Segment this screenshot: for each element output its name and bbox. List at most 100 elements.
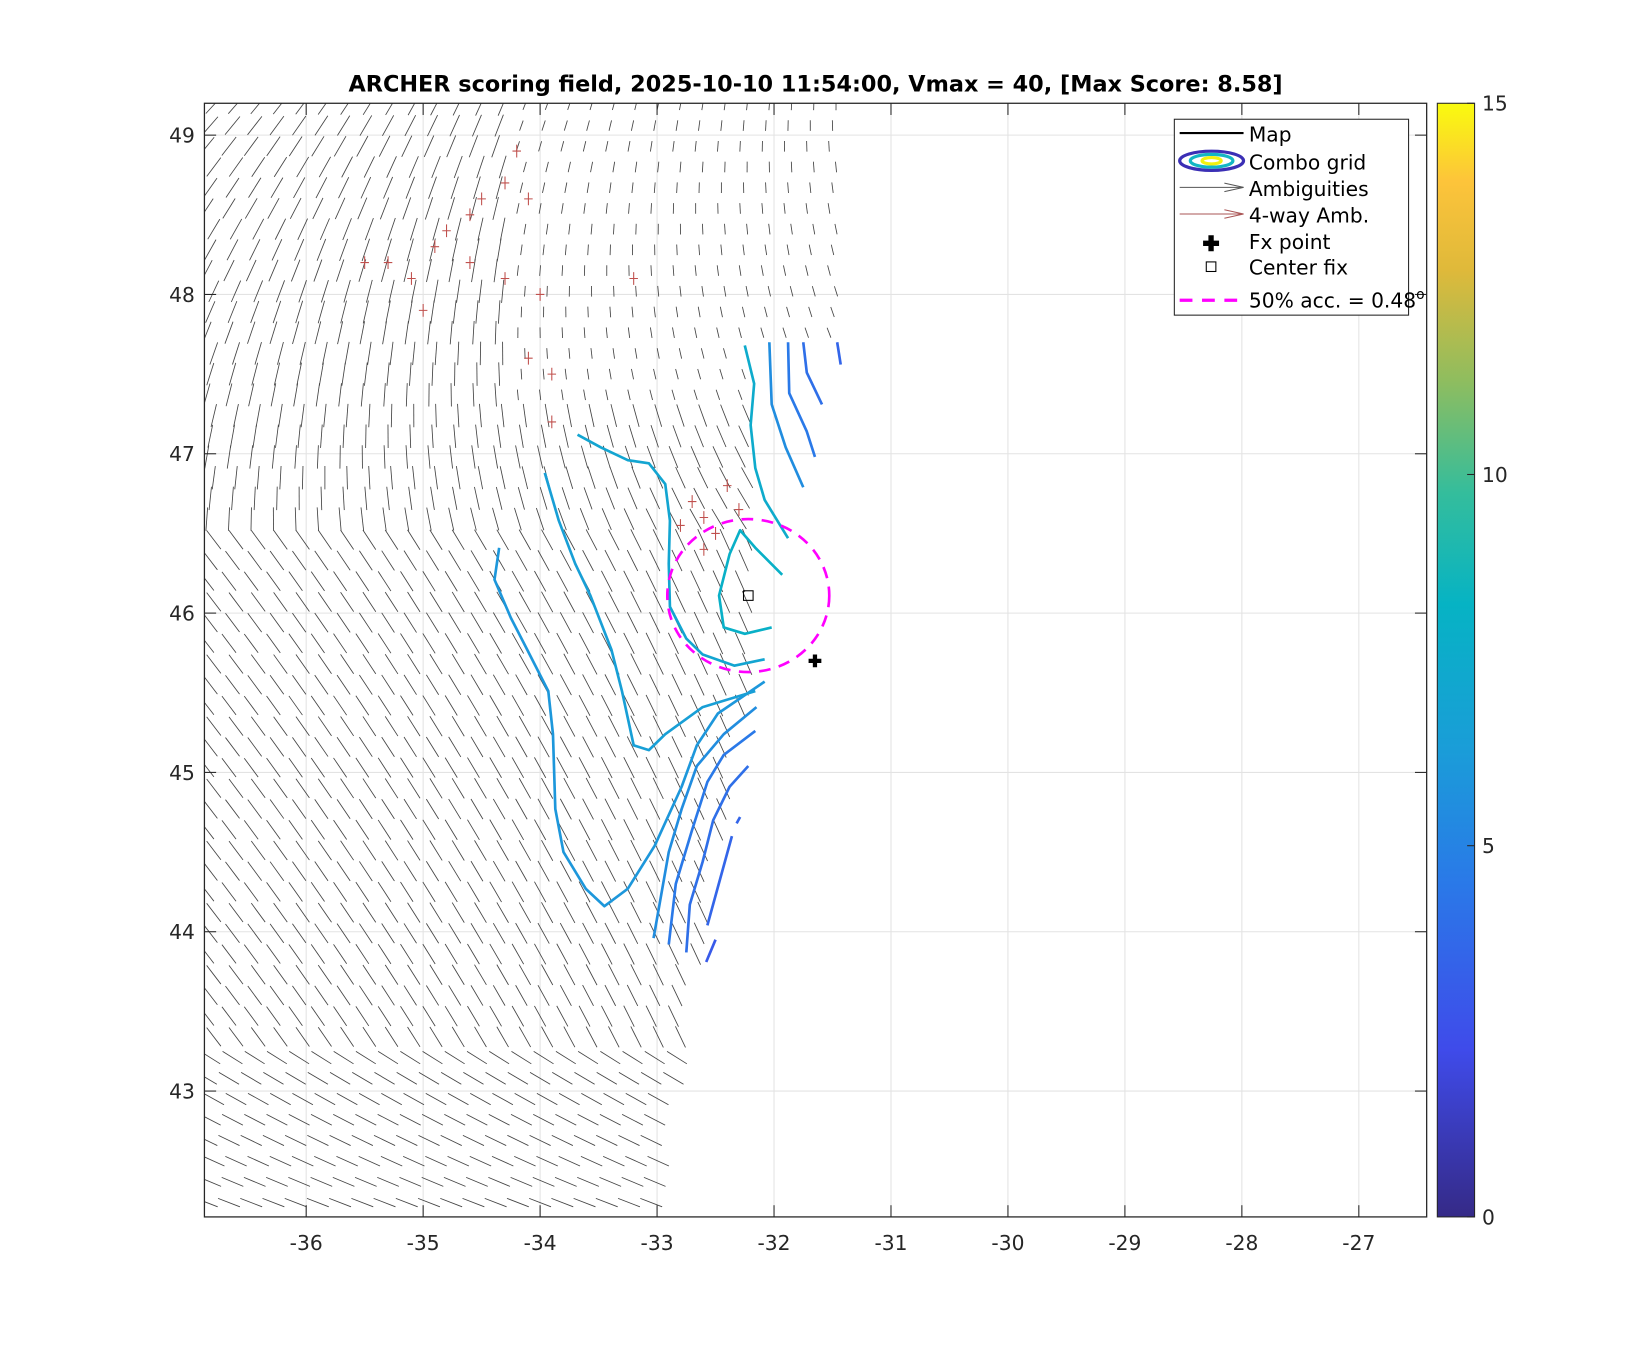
ambiguity-arrow xyxy=(652,964,664,986)
ambiguity-arrow xyxy=(296,362,302,386)
ambiguity-arrow xyxy=(555,1113,577,1126)
ambiguity-arrow xyxy=(227,300,238,324)
ambiguity-arrow xyxy=(765,120,767,131)
ambiguity-arrow xyxy=(585,839,598,862)
ambiguity-arrow xyxy=(600,1051,621,1065)
ambiguity-arrow xyxy=(204,738,218,757)
ambiguity-arrow xyxy=(249,445,254,469)
ambiguity-arrow xyxy=(310,757,325,778)
ambiguity-arrow xyxy=(601,819,613,841)
ambiguity-arrow xyxy=(247,321,256,344)
ambiguity-arrow xyxy=(626,736,639,758)
ambiguity-arrow xyxy=(383,445,386,469)
ambiguity-arrow xyxy=(429,653,443,675)
ambiguity-arrow xyxy=(400,695,414,716)
ambiguity-arrow xyxy=(373,1197,396,1208)
ambiguity-arrow xyxy=(515,550,528,571)
ambiguity-arrow xyxy=(551,1197,574,1208)
ambiguity-arrow xyxy=(474,902,487,923)
ambiguity-arrow xyxy=(292,861,307,882)
ambiguity-arrow xyxy=(586,120,590,131)
ambiguity-arrow xyxy=(630,839,642,862)
ambiguity-arrow xyxy=(228,654,244,674)
ambiguity-arrow xyxy=(295,778,310,799)
ambiguity-arrow xyxy=(738,673,749,696)
ambiguity-arrow xyxy=(541,777,554,799)
ambiguity-arrow xyxy=(340,964,355,985)
ambiguity-arrow xyxy=(689,508,702,530)
ambiguity-arrow xyxy=(582,798,594,820)
ambiguity-arrow xyxy=(496,715,509,737)
ambiguity-arrow xyxy=(310,819,325,840)
ambiguity-arrow xyxy=(786,306,790,318)
ambiguity-arrow xyxy=(359,861,373,882)
ambiguity-arrow xyxy=(270,383,277,407)
ambiguity-arrow xyxy=(381,1092,403,1106)
ambiguity-arrow xyxy=(738,265,742,276)
ambiguity-arrow xyxy=(204,177,218,197)
ambiguity-arrow xyxy=(601,694,613,717)
ambiguity-arrow xyxy=(295,964,310,985)
ambiguity-arrow xyxy=(440,1197,463,1208)
axes-box xyxy=(203,102,1428,1218)
ambiguity-arrow xyxy=(537,922,550,944)
ambiguity-arrow xyxy=(627,327,631,339)
ambiguity-arrow xyxy=(697,591,708,613)
ambiguity-arrow xyxy=(561,389,564,401)
ambiguity-arrow xyxy=(377,819,392,840)
colorbar-tick-label: 5 xyxy=(1482,834,1495,858)
ambiguity-arrow xyxy=(204,826,215,840)
ambiguity-arrow xyxy=(355,944,370,965)
ambiguity-arrow xyxy=(609,182,612,194)
4way-ambiguity-marker xyxy=(547,367,557,381)
ambiguity-arrow xyxy=(292,985,307,1006)
ambiguity-arrow xyxy=(610,404,618,428)
ambiguity-arrow xyxy=(355,819,370,840)
colorbar-tick-label: 10 xyxy=(1482,463,1508,487)
ambiguity-arrow xyxy=(467,819,480,841)
ambiguity-arrow xyxy=(292,737,307,757)
ambiguity-arrow xyxy=(534,819,547,841)
ambiguity-arrow xyxy=(623,570,635,592)
ambiguity-arrow xyxy=(240,1134,262,1146)
ambiguity-arrow xyxy=(608,964,620,986)
ambiguity-arrow xyxy=(649,860,661,882)
ambiguity-arrow xyxy=(359,612,373,633)
ambiguity-arrow xyxy=(649,984,661,1007)
ambiguity-arrow xyxy=(336,550,351,571)
ticks: -36 -35 -34 -33 -32 -31 -30 -29 -28 -27 43 44 45 46 47… xyxy=(169,103,1427,1255)
ambiguity-arrow xyxy=(358,1155,381,1167)
ambiguity-arrow xyxy=(805,203,808,214)
ambiguity-arrow xyxy=(519,424,524,448)
ambiguity-arrow xyxy=(336,674,351,695)
ambiguity-arrow xyxy=(601,757,613,779)
ambiguity-arrow xyxy=(470,550,484,571)
ambiguity-arrow xyxy=(449,114,460,137)
ambiguity-arrow xyxy=(473,176,481,200)
ambiguity-arrow xyxy=(645,881,657,903)
ambiguity-arrow xyxy=(599,1176,622,1187)
ambiguity-arrow xyxy=(808,244,812,256)
ambiguity-arrow xyxy=(429,529,443,550)
ambiguity-arrow xyxy=(643,1176,666,1187)
4way-ambiguity-marker xyxy=(722,479,732,493)
ambiguity-arrow xyxy=(630,1026,642,1048)
ambiguity-arrow xyxy=(741,368,746,380)
ambiguity-arrow xyxy=(310,571,325,592)
ambiguity-arrow xyxy=(734,632,746,655)
ambiguity-arrow xyxy=(355,1006,370,1027)
ambiguity-arrow xyxy=(654,404,663,427)
ambiguity-arrow xyxy=(723,285,727,297)
ambiguity-arrow xyxy=(404,507,410,531)
ambiguity-arrow xyxy=(628,424,637,448)
x-tick-label: -32 xyxy=(758,1231,791,1255)
ambiguity-arrow xyxy=(273,156,288,178)
ambiguity-arrow xyxy=(577,1176,600,1187)
ambiguity-arrow xyxy=(556,1005,569,1027)
ambiguity-arrow xyxy=(233,403,239,428)
ambiguity-arrow xyxy=(518,840,532,861)
ambiguity-arrow xyxy=(631,466,641,489)
ambiguity-arrow xyxy=(374,1071,395,1085)
ambiguity-arrow xyxy=(653,368,657,380)
ambiguity-arrow xyxy=(336,1092,358,1106)
